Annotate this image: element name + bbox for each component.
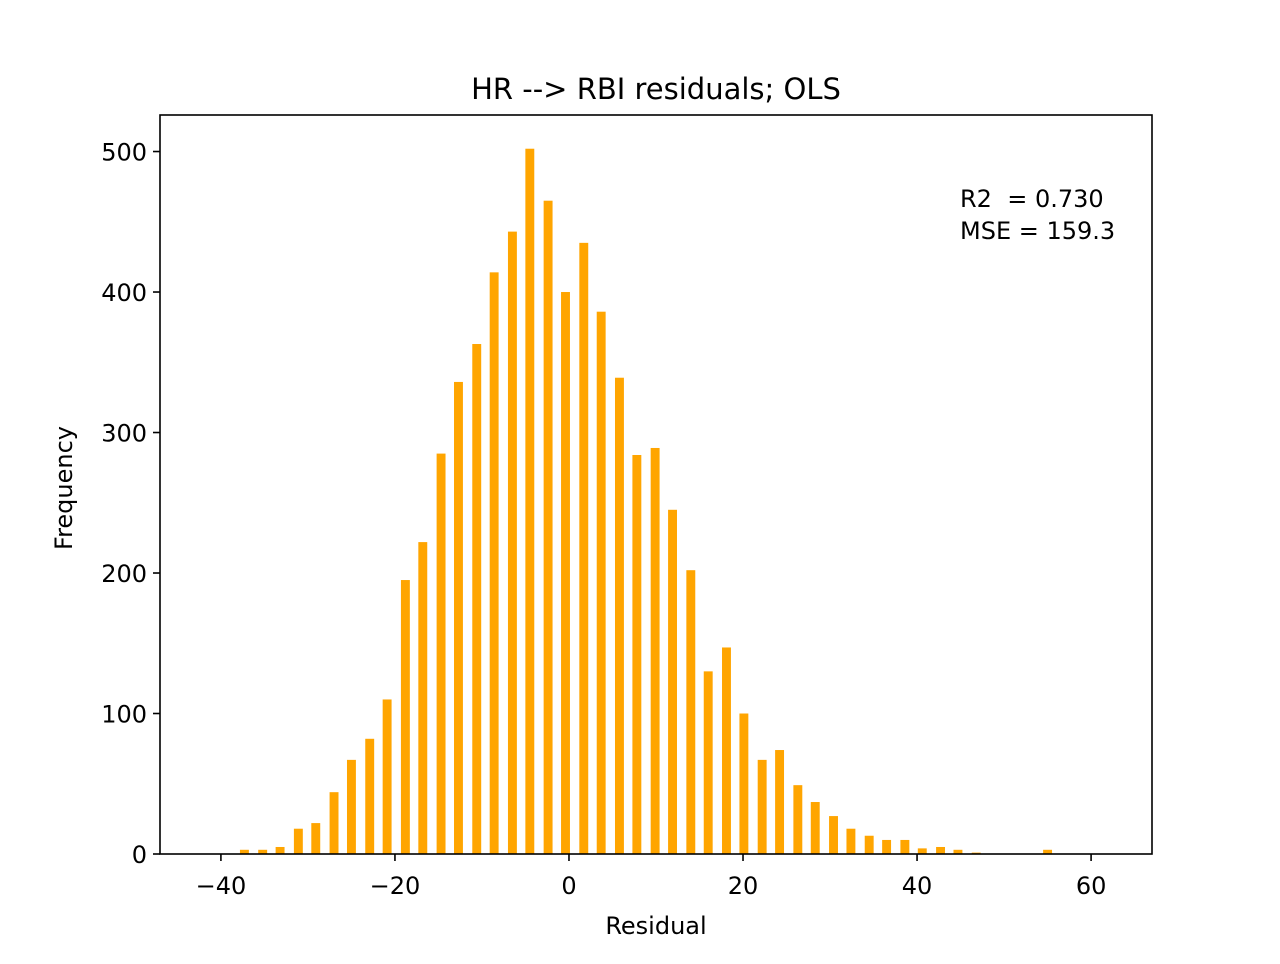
histogram-bar bbox=[810, 802, 820, 854]
histogram-bar bbox=[382, 699, 392, 854]
y-tick-label: 0 bbox=[132, 841, 147, 869]
histogram-bar bbox=[507, 231, 517, 855]
histogram-bar bbox=[329, 792, 339, 854]
histogram-bar bbox=[418, 542, 428, 854]
histogram-bar bbox=[525, 148, 535, 855]
y-axis: 0 100 200 300 400 500 bbox=[101, 139, 160, 869]
y-tick-label: 400 bbox=[101, 279, 147, 307]
x-axis-label: Residual bbox=[605, 912, 706, 940]
chart-title: HR --> RBI residuals; OLS bbox=[471, 72, 841, 106]
histogram-bar bbox=[829, 816, 838, 854]
x-tick-label: 60 bbox=[1076, 872, 1107, 900]
histogram-bar bbox=[400, 580, 410, 854]
histogram-bar bbox=[846, 828, 856, 854]
histogram-bar bbox=[258, 849, 268, 854]
histogram-bar bbox=[472, 344, 482, 854]
histogram-bar bbox=[454, 381, 463, 854]
x-tick-label: −40 bbox=[196, 872, 247, 900]
plot-frame bbox=[159, 114, 1153, 855]
y-tick-label: 500 bbox=[101, 139, 147, 167]
histogram-bar bbox=[596, 311, 606, 854]
histogram-bar bbox=[543, 200, 553, 854]
histogram-bar bbox=[489, 272, 499, 855]
r2-annotation: R2 = 0.730 bbox=[960, 185, 1104, 213]
histogram-bar bbox=[1043, 849, 1053, 854]
histogram-bar bbox=[436, 453, 446, 854]
histogram-bar bbox=[579, 242, 589, 855]
x-tick-label: 0 bbox=[561, 872, 576, 900]
y-tick-label: 300 bbox=[101, 420, 147, 448]
histogram-bar bbox=[953, 849, 963, 854]
y-axis-label: Frequency bbox=[50, 426, 78, 550]
histogram-bar bbox=[650, 447, 660, 854]
histogram-bar bbox=[703, 671, 713, 854]
x-tick-label: 40 bbox=[902, 872, 933, 900]
histogram-bar bbox=[614, 377, 624, 854]
x-tick-label: 20 bbox=[728, 872, 759, 900]
histogram-bar bbox=[311, 823, 321, 854]
histogram-bar bbox=[722, 647, 731, 854]
bars-layer bbox=[239, 148, 1053, 855]
y-tick-label: 100 bbox=[101, 701, 147, 729]
y-tick-label: 200 bbox=[101, 560, 147, 588]
histogram-bar bbox=[293, 828, 303, 854]
histogram-bar bbox=[239, 849, 249, 854]
histogram-bar bbox=[632, 455, 642, 854]
histogram-bar bbox=[757, 759, 767, 854]
histogram-bar bbox=[900, 839, 910, 854]
mse-annotation: MSE = 159.3 bbox=[960, 217, 1115, 245]
histogram-bar bbox=[365, 738, 375, 854]
histogram-bar bbox=[793, 785, 803, 854]
histogram-bar bbox=[775, 750, 785, 854]
histogram-bar bbox=[739, 713, 749, 854]
histogram-bar bbox=[275, 846, 285, 854]
histogram-bar bbox=[864, 835, 874, 854]
x-axis: −40 −20 0 20 40 60 bbox=[196, 854, 1107, 900]
histogram-bar bbox=[561, 292, 570, 854]
histogram-bar bbox=[936, 846, 946, 854]
histogram-bar bbox=[882, 839, 892, 854]
histogram-bar bbox=[686, 570, 696, 854]
histogram-bar bbox=[346, 759, 356, 854]
histogram-bar bbox=[917, 848, 927, 854]
histogram-bar bbox=[668, 509, 677, 854]
x-tick-label: −20 bbox=[370, 872, 421, 900]
